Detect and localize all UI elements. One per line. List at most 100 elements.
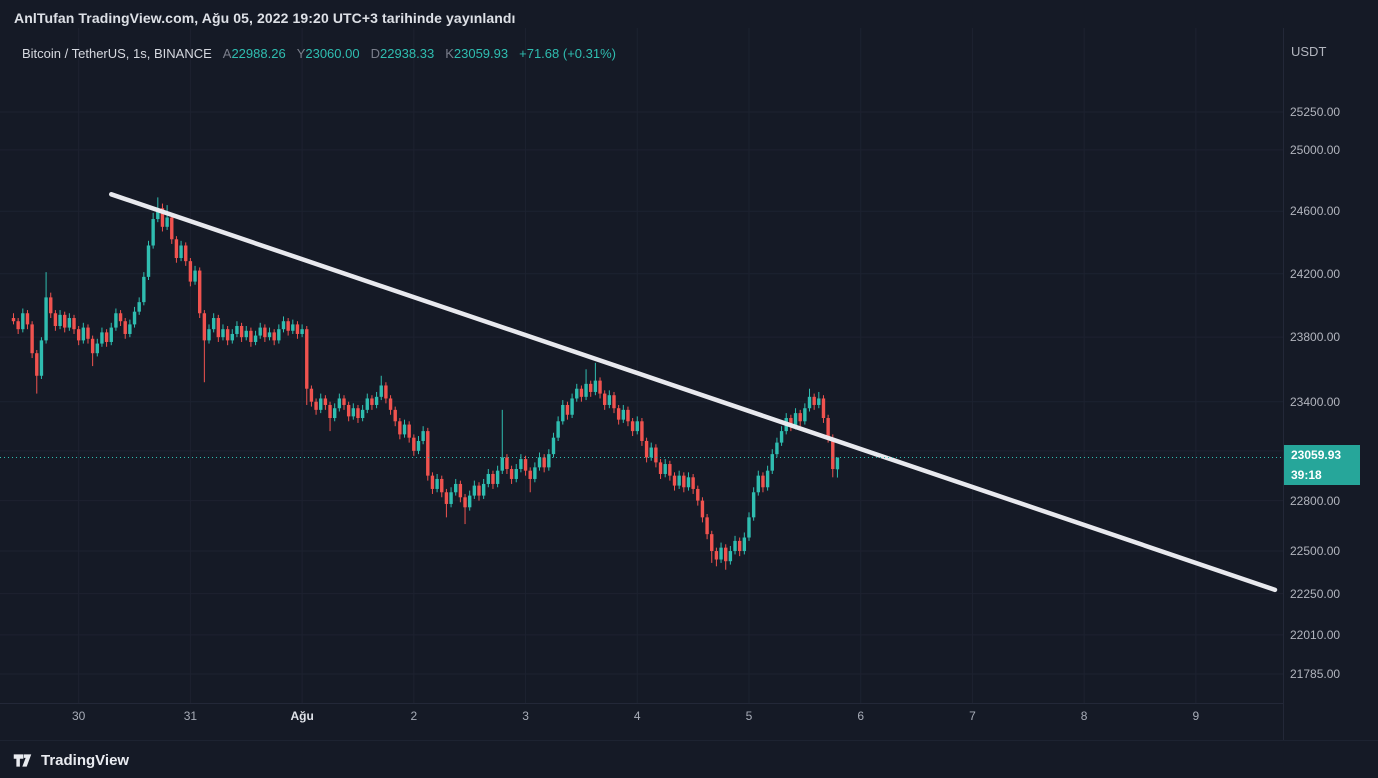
candle — [616, 408, 621, 420]
candle — [575, 388, 579, 399]
close-value: 23059.93 — [453, 46, 509, 61]
time-axis-label: 31 — [183, 709, 198, 723]
candle — [644, 440, 649, 458]
candle — [416, 440, 421, 451]
time-axis-label: 9 — [1192, 709, 1200, 723]
low-label: D — [370, 46, 380, 61]
tradingview-brand[interactable]: TradingView — [41, 751, 130, 769]
candle — [188, 261, 193, 282]
candle — [184, 245, 188, 262]
candle — [831, 437, 835, 470]
candle — [165, 217, 169, 227]
candle — [793, 413, 798, 427]
candle — [454, 483, 458, 493]
time-axis-label: 8 — [1080, 709, 1088, 723]
candle — [170, 217, 174, 240]
candle — [696, 488, 700, 501]
candle — [505, 457, 509, 470]
trendline[interactable] — [109, 192, 1278, 593]
candle — [76, 329, 81, 341]
symbol-legend: Bitcoin / TetherUS, 1s, BINANCE A22988.2… — [22, 46, 616, 61]
candle — [607, 395, 612, 405]
candle — [207, 329, 211, 341]
candle — [835, 457, 840, 470]
current-price-badge: 23059.93 39:18 — [1284, 445, 1360, 486]
candle — [230, 333, 234, 341]
candle — [21, 313, 25, 330]
symbol-title[interactable]: Bitcoin / TetherUS, 1s, BINANCE — [22, 46, 212, 61]
candle — [328, 404, 332, 419]
candle — [132, 311, 137, 325]
candle — [123, 321, 127, 334]
candle — [691, 477, 695, 489]
candle — [458, 483, 463, 498]
candle — [44, 297, 48, 341]
candle — [309, 388, 314, 402]
candle — [337, 398, 342, 409]
candle — [370, 398, 374, 405]
price-axis-label: 22500.00 — [1290, 544, 1341, 559]
candle — [402, 424, 407, 435]
candle — [272, 332, 276, 341]
candle — [700, 500, 705, 518]
candle — [35, 353, 39, 376]
candle — [216, 318, 221, 338]
candle — [817, 398, 821, 405]
candle — [565, 404, 570, 415]
candle — [826, 418, 830, 438]
footer-bar: TradingView — [0, 740, 1378, 778]
attribution-text[interactable]: AnlTufan TradingView.com, Ağu 05, 2022 1… — [14, 10, 516, 26]
candle — [174, 239, 179, 259]
time-axis-label: 7 — [969, 709, 976, 723]
candle — [202, 313, 207, 341]
time-axis-label: 30 — [71, 709, 86, 723]
candle — [286, 321, 290, 331]
candle — [253, 335, 258, 342]
candle — [714, 551, 719, 560]
candle — [142, 276, 146, 303]
candle — [156, 208, 160, 220]
candle — [384, 385, 388, 399]
candle — [472, 485, 477, 496]
candle — [342, 398, 346, 405]
candle — [356, 408, 360, 419]
current-price: 23059.93 — [1291, 448, 1342, 463]
time-axis-label: 5 — [745, 709, 753, 723]
candle — [137, 302, 141, 312]
candle — [430, 475, 435, 489]
change-value: +71.68 (+0.31%) — [519, 46, 616, 61]
candle — [244, 330, 248, 338]
candle — [579, 388, 584, 397]
candle — [537, 457, 542, 468]
candle — [351, 408, 356, 417]
candle — [519, 459, 523, 470]
candle — [551, 437, 556, 455]
candle — [277, 329, 281, 341]
time-axis-label: 6 — [857, 709, 865, 723]
candle — [118, 313, 123, 322]
candle — [449, 492, 453, 504]
candle — [742, 537, 747, 552]
candle — [109, 327, 113, 342]
candle — [663, 464, 667, 474]
candle — [128, 324, 132, 334]
tradingview-logo-icon[interactable] — [12, 750, 33, 771]
candle — [360, 409, 365, 419]
price-axis-label: 25000.00 — [1290, 142, 1341, 157]
candle — [542, 457, 546, 468]
candle — [621, 409, 626, 420]
candle — [53, 313, 58, 326]
candle — [728, 551, 733, 562]
candle — [705, 517, 709, 535]
time-axis-label: 4 — [633, 709, 641, 723]
candle — [314, 401, 318, 410]
candle — [779, 431, 784, 443]
candle — [239, 325, 244, 338]
candle — [30, 324, 34, 354]
candle — [86, 327, 90, 339]
candle — [225, 329, 230, 341]
open-value: 22988.26 — [231, 46, 286, 61]
candle — [677, 475, 681, 486]
price-axis-label: 21785.00 — [1290, 667, 1341, 681]
